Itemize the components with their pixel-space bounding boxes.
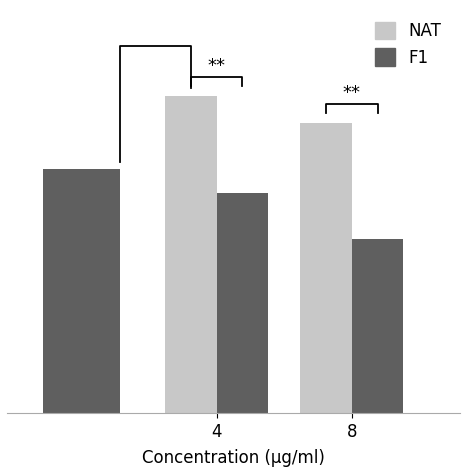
Bar [301,123,352,413]
Legend: NAT, F1: NAT, F1 [369,15,448,73]
X-axis label: Concentration (μg/ml): Concentration (μg/ml) [142,449,325,467]
Bar [217,192,268,413]
Bar [165,96,217,413]
Text: **: ** [208,56,226,74]
Bar [43,169,120,413]
Text: **: ** [343,84,361,102]
Bar [352,239,403,413]
